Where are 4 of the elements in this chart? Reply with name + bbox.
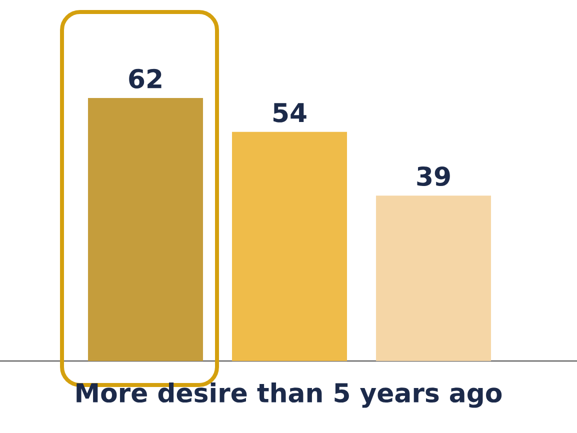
data-label: 54 [273, 103, 306, 122]
data-label: 62 [129, 68, 162, 88]
x-axis-title: More desire than 5 years ago [76, 382, 502, 408]
data-label: 39 [417, 166, 450, 186]
